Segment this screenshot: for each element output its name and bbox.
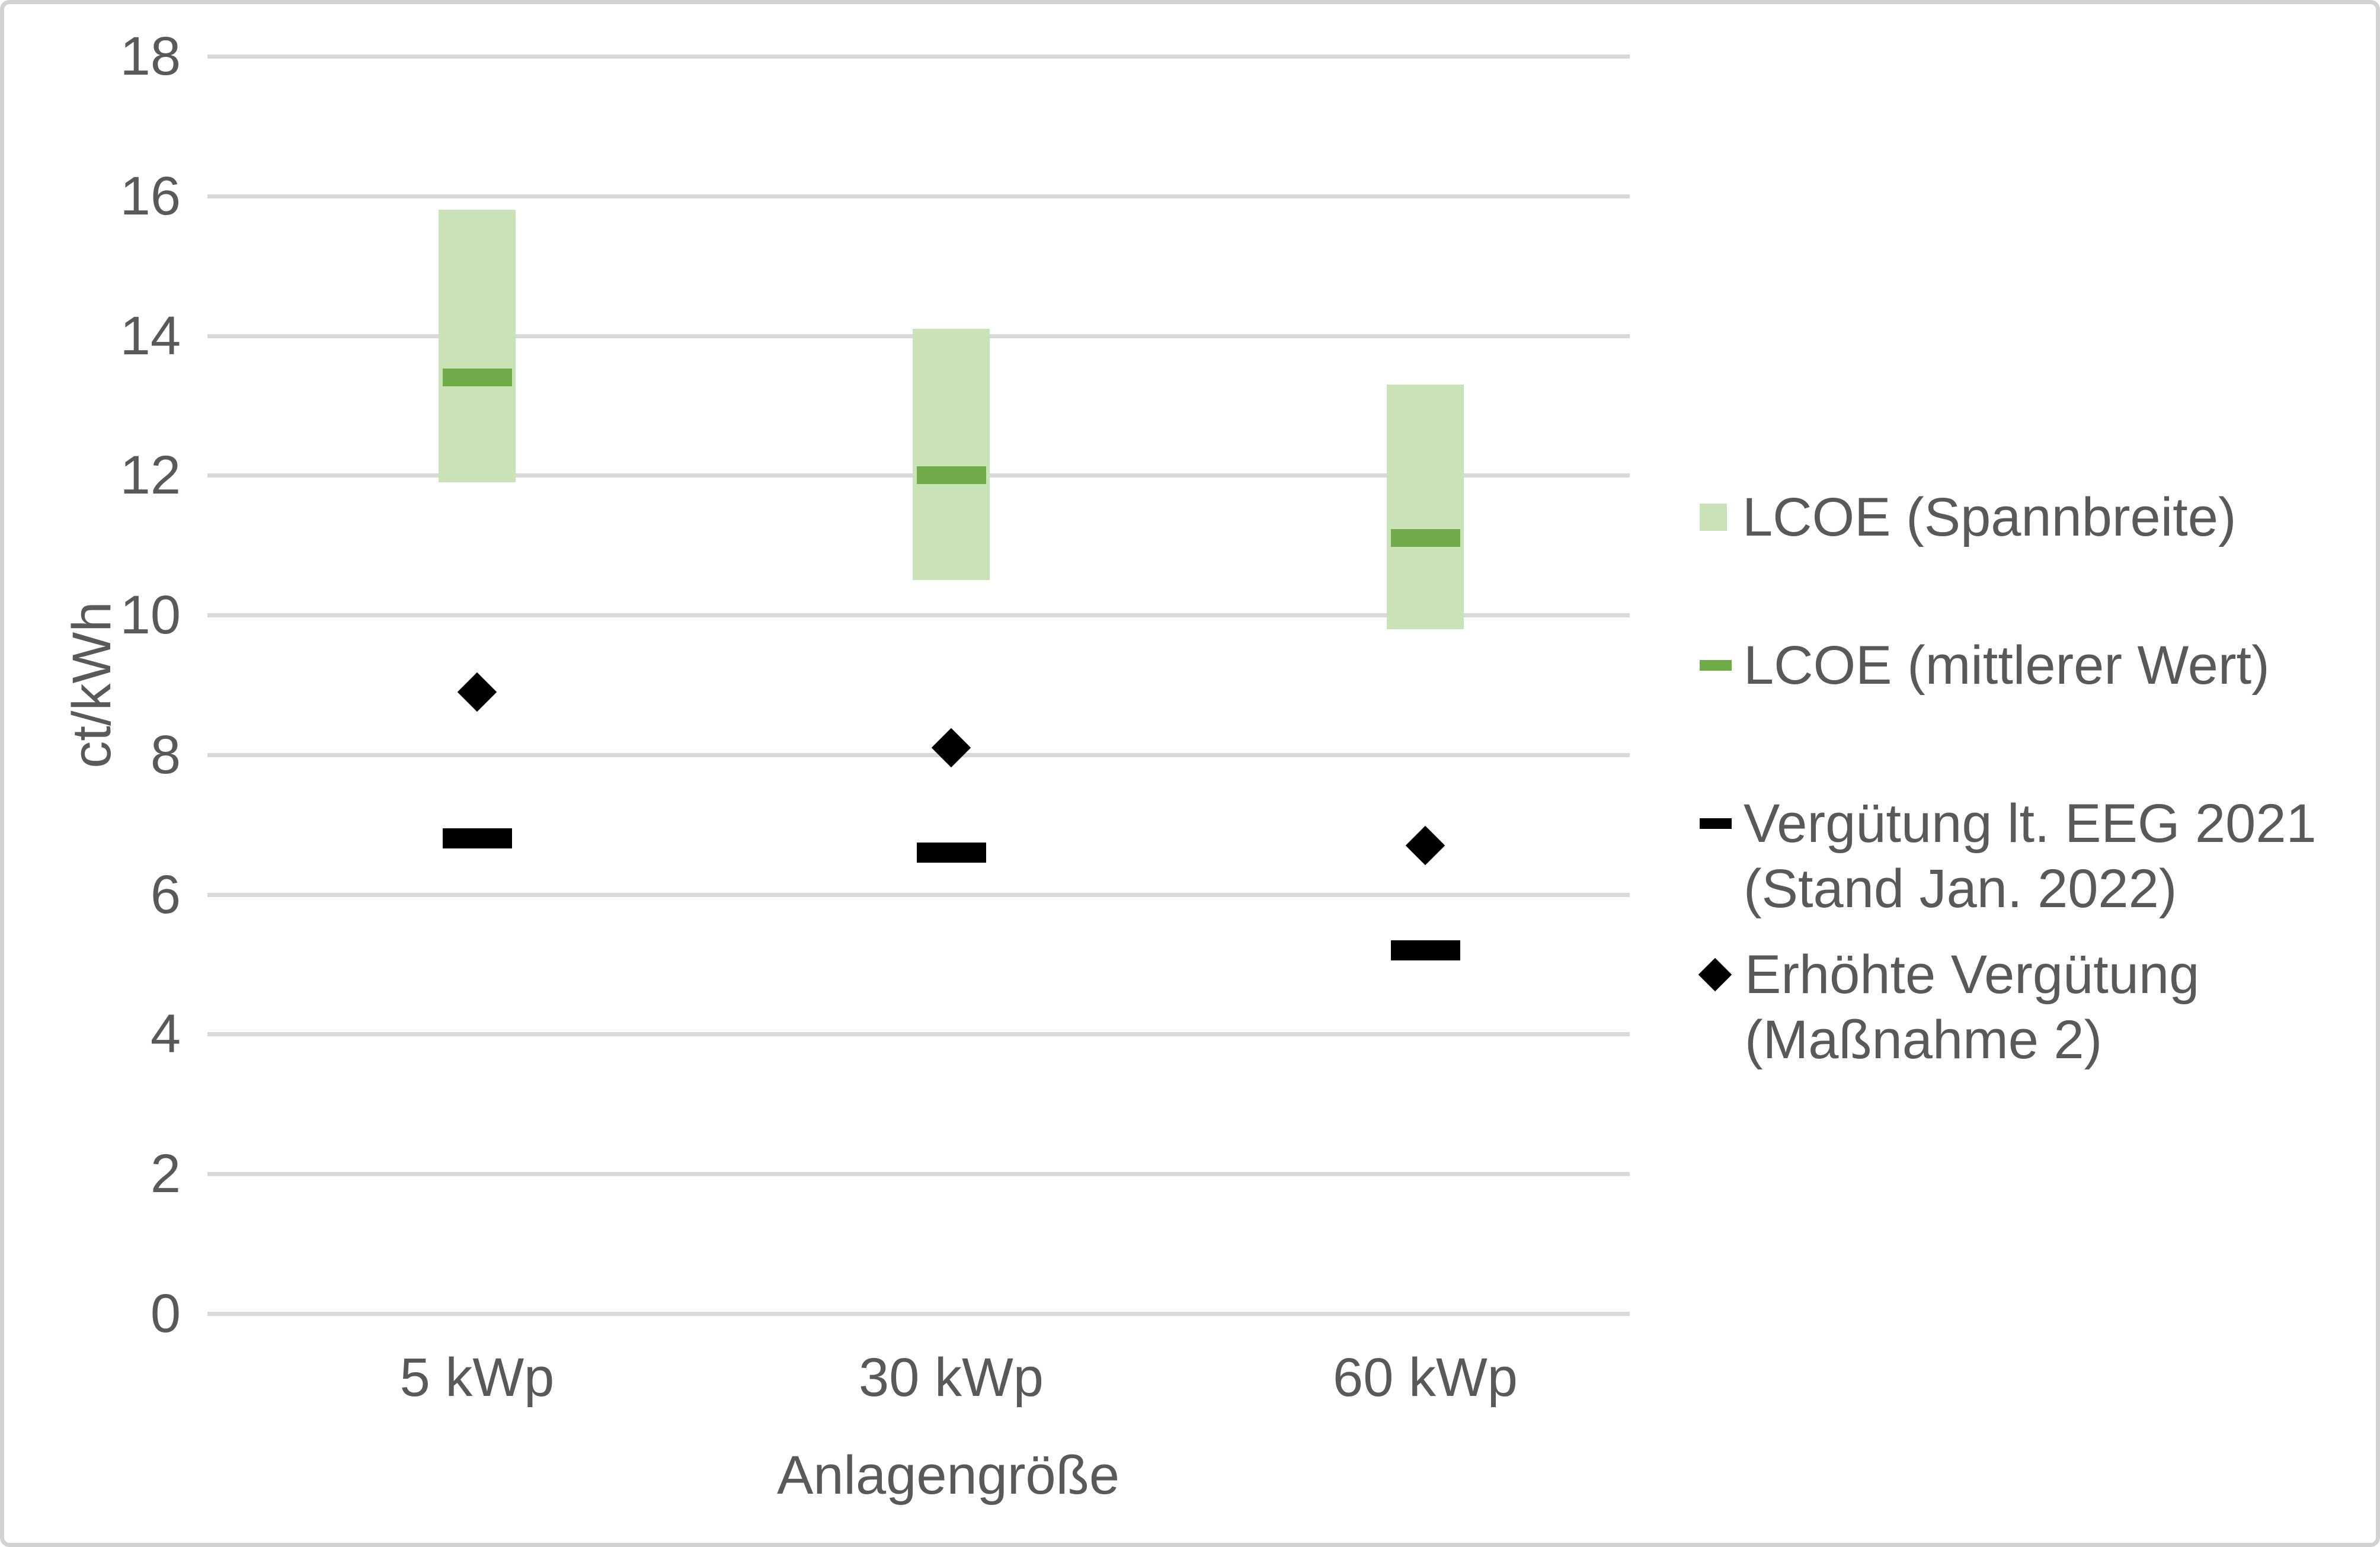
gridline-y-4	[207, 1032, 1630, 1037]
gridline-y-8	[207, 752, 1630, 757]
legend-entry-lcoe-mean: LCOE (mittlerer Wert)	[1700, 633, 2372, 698]
y-axis-tick-label: 2	[150, 1144, 181, 1205]
gridline-y-6	[207, 892, 1630, 897]
range-bar-30 kWp	[913, 328, 990, 581]
eeg-tariff-dash-30 kWp	[917, 842, 986, 863]
mean-value-dash-5 kWp	[443, 369, 512, 387]
range-bar-60 kWp	[1387, 385, 1464, 629]
gridline-y-18	[207, 55, 1630, 59]
mean-value-dash-60 kWp	[1391, 529, 1460, 547]
gridline-y-2	[207, 1172, 1630, 1177]
y-axis-tick-label: 4	[150, 1004, 181, 1065]
y-axis-tick-label: 6	[150, 864, 181, 925]
legend-label: Vergütung lt. EEG 2021 (Stand Jan. 2022)	[1744, 793, 2317, 919]
y-axis-tick-label: 10	[120, 585, 181, 646]
y-axis-tick-label: 12	[120, 445, 181, 506]
increased-tariff-diamond-30 kWp	[931, 728, 971, 768]
y-axis-tick-label: 0	[150, 1283, 181, 1344]
y-axis-tick-label: 8	[150, 724, 181, 785]
increased-tariff-diamond-60 kWp	[1405, 825, 1445, 866]
gridline-y-0	[207, 1312, 1630, 1316]
mean-dash-swatch-icon	[1700, 660, 1732, 671]
diamond-swatch-icon	[1698, 957, 1732, 992]
black-dash-swatch-icon	[1700, 818, 1732, 829]
legend-label: LCOE (Spannbreite)	[1742, 487, 2237, 547]
y-axis-title: ct/kWh	[62, 601, 122, 768]
legend-entry-lcoe-range: LCOE (Spannbreite)	[1700, 485, 2371, 550]
eeg-tariff-dash-60 kWp	[1391, 940, 1460, 960]
eeg-tariff-dash-5 kWp	[443, 828, 512, 849]
x-axis-category-label: 30 kWp	[859, 1347, 1044, 1408]
x-axis-title: Anlagengröße	[777, 1445, 1119, 1506]
gridline-y-16	[207, 194, 1630, 198]
legend-label: Erhöhte Vergütung (Maßnahme 2)	[1745, 944, 2200, 1070]
y-axis-tick-label: 14	[120, 305, 181, 366]
legend-label: LCOE (mittlerer Wert)	[1744, 635, 2270, 696]
mean-value-dash-30 kWp	[917, 466, 986, 485]
increased-tariff-diamond-5 kWp	[457, 672, 497, 712]
x-axis-category-label: 5 kWp	[399, 1347, 555, 1408]
y-axis-tick-label: 16	[120, 165, 181, 226]
legend-entry-increased-tariff: Erhöhte Vergütung (Maßnahme 2)	[1698, 942, 2373, 1072]
range-bar-5 kWp	[439, 210, 516, 483]
legend-entry-eeg-tariff: Vergütung lt. EEG 2021 (Stand Jan. 2022)	[1700, 791, 2372, 921]
y-axis-tick-label: 18	[120, 26, 181, 87]
range-bar-swatch-icon	[1700, 504, 1727, 531]
legend: LCOE (Spannbreite) LCOE (mittlerer Wert)…	[1698, 0, 2375, 1547]
x-axis-category-label: 60 kWp	[1333, 1347, 1518, 1408]
gridline-y-10	[207, 613, 1630, 618]
